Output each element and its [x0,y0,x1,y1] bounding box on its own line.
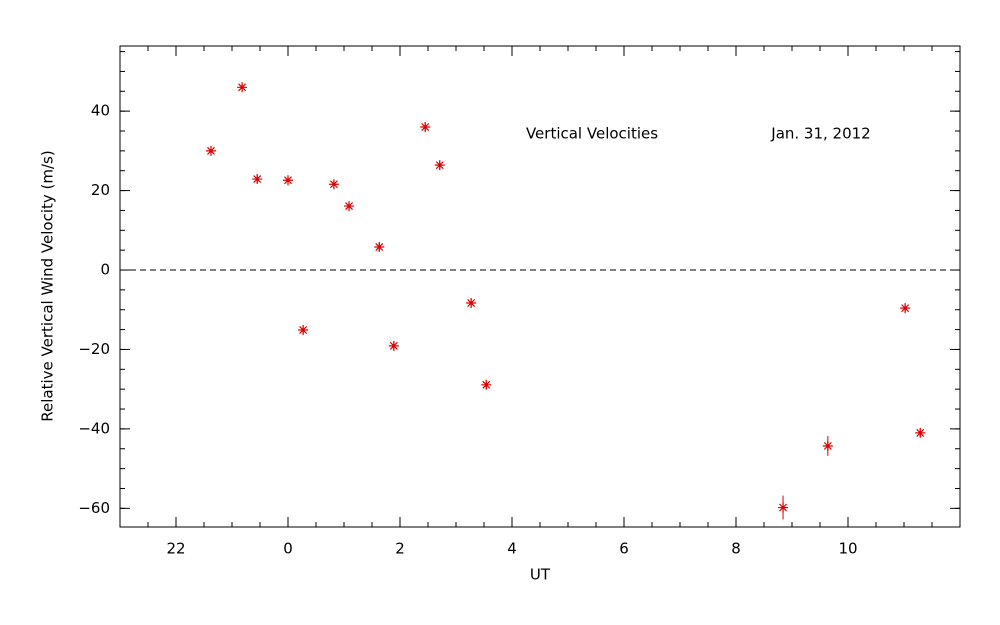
marker-stroke [481,379,492,390]
marker [374,241,385,252]
marker [283,175,293,186]
marker [915,427,926,438]
marker [252,174,263,185]
marker-stroke [374,241,385,252]
marker [344,201,355,212]
marker-stroke [434,160,445,171]
annotation: Jan. 31, 2012 [770,125,870,143]
marker-stroke [328,179,339,190]
marker-stroke [237,82,248,93]
marker [466,297,477,308]
x-tick-label: 22 [166,540,185,558]
marker-stroke [283,175,293,186]
marker-stroke [778,502,789,513]
plot-frame [119,45,961,528]
y-tick-label: 20 [91,181,110,199]
x-tick-label: 10 [838,540,857,558]
y-tick-label: −40 [78,419,110,437]
marker [388,340,399,351]
marker [420,122,431,133]
marker-stroke [298,324,309,335]
y-tick-label: 0 [100,261,110,279]
y-tick-label: 40 [91,102,110,120]
x-tick-label: 0 [283,540,293,558]
marker-stroke [206,145,216,156]
marker-stroke [388,340,399,351]
marker [328,179,339,190]
y-tick-label: −20 [78,340,110,358]
marker-stroke [915,427,926,438]
marker-stroke [252,174,263,185]
marker [778,502,789,513]
marker [900,303,911,314]
marker-stroke [822,440,833,451]
annotation: Vertical Velocities [526,125,658,143]
x-tick-label: 2 [395,540,405,558]
marker [206,145,216,156]
marker-stroke [420,122,431,133]
marker [434,160,445,171]
x-tick-label: 6 [619,540,629,558]
marker [298,324,309,335]
y-axis-label: Relative Vertical Wind Velocity (m/s) [39,150,57,421]
marker [481,379,492,390]
marker [822,440,833,451]
x-tick-label: 4 [507,540,517,558]
x-axis-label: UT [530,566,551,584]
marker-stroke [900,303,911,314]
marker-stroke [466,297,477,308]
y-tick-label: −60 [78,499,110,517]
x-tick-label: 8 [731,540,741,558]
marker [237,82,248,93]
marker-stroke [344,201,355,212]
